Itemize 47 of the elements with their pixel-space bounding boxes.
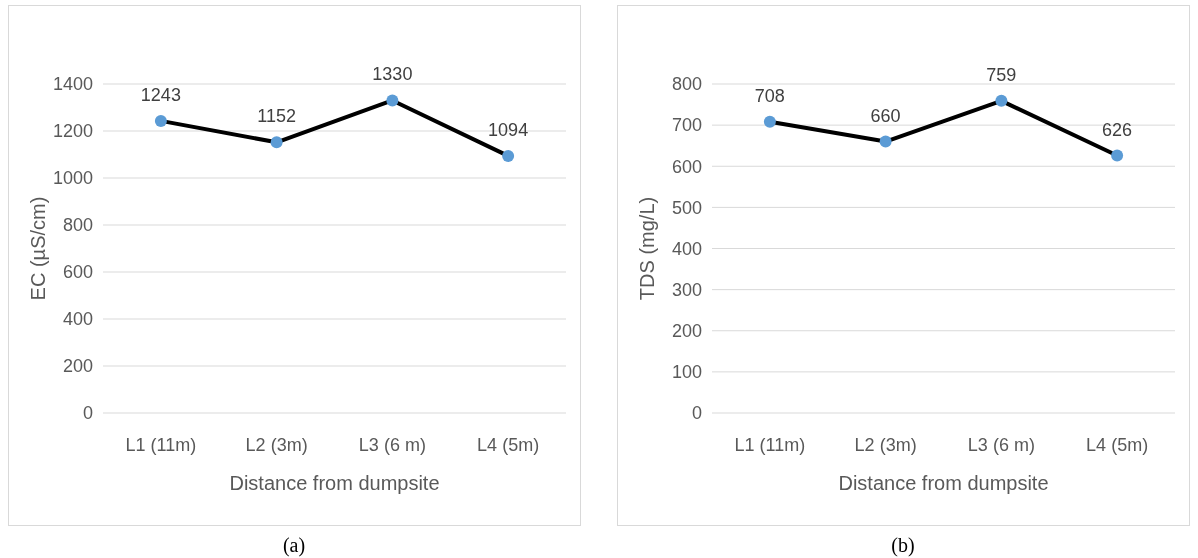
y-tick-label: 1200 [52, 121, 93, 142]
point [879, 135, 892, 148]
y-tick-label: 200 [62, 356, 93, 377]
x-tick-label: L2 (3m) [245, 435, 308, 455]
x-axis-title: Distance from dumpsite [838, 472, 1049, 494]
data-label: 1152 [257, 106, 296, 127]
text: (a) [282, 534, 306, 557]
x-tick-label: L3 (6 m) [358, 435, 426, 455]
y-axis-title: TDS (mg/L) [636, 196, 658, 301]
data-label: 626 [1102, 119, 1133, 140]
x-tick-label: L1 (11m) [734, 435, 806, 455]
x-tick-label: L4 (5m) [1086, 435, 1149, 455]
y-tick-label: 0 [691, 403, 702, 424]
point [386, 94, 399, 107]
data-label: 708 [754, 85, 785, 106]
point [154, 114, 167, 127]
y-tick-label: 700 [671, 115, 702, 136]
data-label: 1330 [372, 64, 413, 85]
y-tick-label: 500 [671, 197, 702, 218]
y-tick-label: 200 [671, 321, 702, 342]
y-tick-label: 0 [82, 403, 93, 424]
y-tick-label: 1400 [52, 74, 93, 95]
point [763, 115, 776, 128]
point [995, 94, 1008, 107]
y-tick-label: 100 [671, 362, 702, 383]
data-label: 660 [870, 105, 901, 126]
y-tick-label: 400 [62, 309, 93, 330]
point [502, 149, 515, 162]
y-tick-label: 800 [62, 215, 93, 236]
y-tick-label: 800 [671, 74, 702, 95]
x-tick-label: L1 (11m) [125, 435, 197, 455]
x-tick-label: L3 (6 m) [967, 435, 1035, 455]
y-tick-label: 600 [62, 262, 93, 283]
data-label: 1243 [140, 84, 181, 105]
text: (b) [891, 534, 915, 557]
y-axis-title: EC (µS/cm) [27, 196, 49, 301]
x-tick-label: L4 (5m) [477, 435, 540, 455]
data-label: 1094 [488, 119, 529, 140]
point [1111, 149, 1124, 162]
y-tick-label: 600 [671, 156, 702, 177]
y-tick-label: 300 [671, 279, 702, 300]
x-tick-label: L2 (3m) [854, 435, 917, 455]
y-tick-label: 400 [671, 238, 702, 259]
data-label: 759 [986, 64, 1017, 85]
y-tick-label: 1000 [52, 168, 93, 189]
point [270, 136, 283, 149]
x-axis-title: Distance from dumpsite [229, 472, 440, 494]
